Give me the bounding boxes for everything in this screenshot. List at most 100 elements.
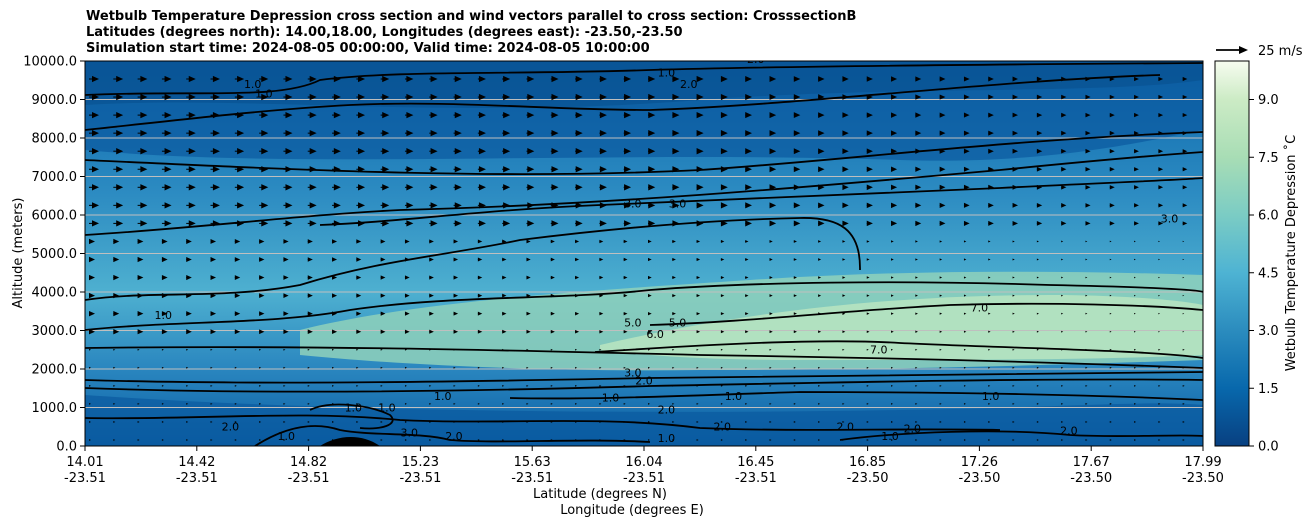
wind-arrow-head <box>137 256 144 263</box>
wind-arrow-head <box>963 112 970 118</box>
wind-arrow-head <box>161 256 168 263</box>
wind-arrow <box>234 93 245 101</box>
wind-arrow-head <box>648 184 656 191</box>
wind-arrow <box>210 257 217 262</box>
wind-arrow-head <box>963 348 966 351</box>
wind-arrow <box>453 148 462 155</box>
wind-arrow <box>1109 403 1112 405</box>
wind-arrow-head <box>356 275 362 280</box>
wind-arrow <box>963 366 966 369</box>
wind-arrow-head <box>92 166 99 173</box>
wind-arrow-head <box>188 220 196 227</box>
wind-arrow <box>1061 112 1067 118</box>
wind-arrow-head <box>818 403 821 405</box>
wind-arrow <box>648 366 650 369</box>
wind-arrow-head <box>793 294 797 297</box>
wind-arrow-head <box>915 403 918 405</box>
wind-arrow-head <box>1085 130 1091 136</box>
wind-arrow-head <box>599 275 604 280</box>
wind-arrow <box>1134 185 1139 190</box>
wind-arrow <box>404 421 407 423</box>
wind-arrow-head <box>332 384 335 387</box>
wind-arrow <box>891 276 894 279</box>
wind-arrow <box>988 220 994 226</box>
wind-arrow-head <box>210 421 213 423</box>
wind-arrow-head <box>332 439 335 441</box>
wind-arrow-head <box>915 76 922 82</box>
wind-arrow <box>623 111 632 119</box>
wind-arrow <box>404 239 410 244</box>
wind-arrow-head <box>915 166 922 172</box>
wind-arrow <box>404 275 410 280</box>
wind-arrow <box>234 311 241 317</box>
wind-arrow-head <box>92 220 99 227</box>
wind-arrow <box>234 184 245 191</box>
wind-arrow-head <box>1109 185 1115 190</box>
wind-arrow <box>672 239 676 244</box>
wind-arrow <box>672 184 680 191</box>
wind-arrow <box>429 403 432 405</box>
wind-arrow <box>793 76 801 82</box>
wind-arrow <box>89 310 95 317</box>
wind-arrow-head <box>866 421 869 423</box>
wind-arrow-head <box>575 275 580 280</box>
wind-arrow-head <box>648 166 656 173</box>
wind-arrow <box>696 421 699 423</box>
wind-arrow <box>404 202 414 209</box>
wind-arrow-head <box>793 403 796 405</box>
wind-arrow <box>186 366 189 369</box>
wind-arrow <box>137 202 148 209</box>
wind-arrow <box>818 439 821 441</box>
wind-arrow-head <box>234 421 237 423</box>
wind-arrow-head <box>283 384 286 387</box>
wind-arrow-head <box>210 311 217 317</box>
wind-arrow <box>769 294 773 298</box>
wind-arrow-head <box>1036 312 1039 315</box>
wind-arrow <box>1109 112 1115 118</box>
wind-arrow-head <box>963 330 967 333</box>
wind-arrow-head <box>1109 439 1112 441</box>
wind-arrow-head <box>137 439 140 441</box>
wind-arrow <box>307 75 317 83</box>
wind-arrow-head <box>915 240 918 243</box>
wind-arrow <box>404 439 407 441</box>
wind-arrow-head <box>550 239 555 244</box>
wind-arrow-head <box>404 275 410 280</box>
wind-arrow <box>161 329 168 335</box>
wind-arrow-head <box>1036 366 1039 369</box>
wind-arrow <box>575 311 580 316</box>
wind-arrow-head <box>212 184 220 191</box>
x-axis-label-longitude: Longitude (degrees E) <box>560 503 704 518</box>
wind-arrow-head <box>1109 276 1112 279</box>
wind-arrow <box>842 76 849 82</box>
wind-arrow-head <box>1109 312 1112 315</box>
contour-label: 1.0 <box>658 432 676 445</box>
wind-arrow-head <box>1182 421 1185 423</box>
wind-arrow <box>1109 185 1115 190</box>
wind-arrow-head <box>92 184 99 191</box>
wind-arrow-head <box>188 111 196 119</box>
wind-arrow <box>259 239 265 244</box>
wind-arrow-head <box>842 112 849 118</box>
wind-arrow <box>915 384 918 387</box>
wind-arrow-head <box>283 366 286 369</box>
wind-arrow-head <box>429 293 434 298</box>
wind-arrow-head <box>696 312 701 316</box>
wind-arrow-head <box>1012 220 1019 226</box>
wind-arrow-head <box>503 166 511 173</box>
wind-arrow <box>1085 421 1088 423</box>
wind-arrow-head <box>648 130 656 137</box>
wind-arrow-head <box>380 239 386 244</box>
wind-arrow-head <box>915 202 922 209</box>
wind-arrow-head <box>1134 348 1137 351</box>
wind-arrow-head <box>988 276 991 279</box>
wind-arrow <box>575 184 583 191</box>
wind-arrow <box>161 220 172 227</box>
wind-arrow <box>793 421 796 423</box>
wind-arrow-head <box>818 76 825 82</box>
wind-arrow <box>89 292 95 299</box>
wind-arrow-head <box>307 403 310 405</box>
wind-arrow <box>404 384 407 387</box>
wind-vectors <box>89 75 1188 441</box>
wind-arrow-head <box>793 312 797 316</box>
